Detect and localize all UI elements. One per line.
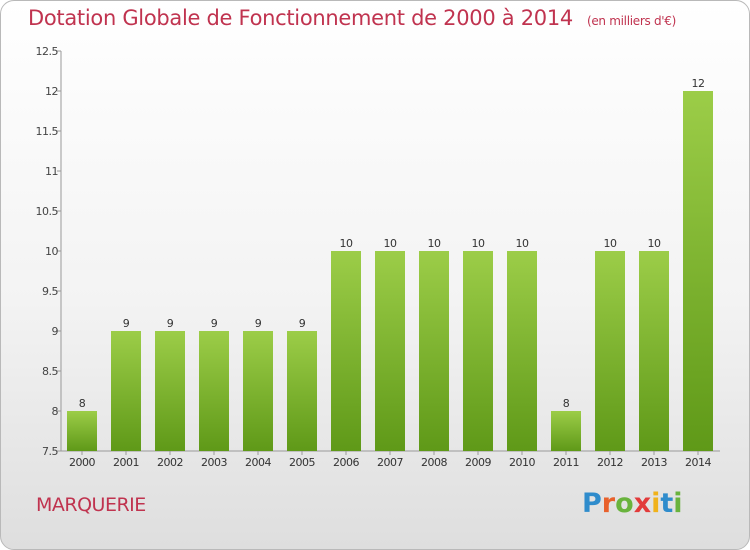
bar-value-label: 10	[516, 237, 529, 250]
chart-labels: 8 2000 9 2001 9 2002 9 2003 9 2004 9 2005 10 2006 10 20…	[69, 77, 712, 469]
bar-value-label: 12	[692, 77, 705, 90]
y-tick-label: 12.5	[36, 45, 59, 58]
x-tick-label: 2011	[553, 456, 579, 469]
y-tick-label: 11.5	[36, 125, 59, 138]
bar-value-label: 9	[123, 317, 130, 330]
logo-letter: i	[651, 488, 661, 519]
y-tick-label: 8.5	[42, 365, 58, 378]
place-name: MARQUERIE	[36, 494, 146, 516]
bar	[683, 91, 713, 451]
x-tick-label: 2002	[157, 456, 183, 469]
bar	[155, 331, 185, 451]
x-tick-label: 2004	[245, 456, 271, 469]
bar-value-label: 10	[604, 237, 617, 250]
y-tick-label: 9	[52, 325, 59, 338]
chart-unit: (en milliers d'€)	[586, 14, 676, 28]
bar-value-label: 8	[79, 397, 86, 410]
bar-value-label: 10	[384, 237, 397, 250]
bar	[111, 331, 141, 451]
y-tick-label: 10	[45, 245, 58, 258]
bar-value-label: 10	[472, 237, 485, 250]
x-tick-label: 2001	[113, 456, 139, 469]
x-tick-label: 2014	[685, 456, 711, 469]
bar	[243, 331, 273, 451]
y-tick-label: 12	[45, 85, 58, 98]
bar	[67, 411, 97, 451]
bar	[551, 411, 581, 451]
bar	[507, 251, 537, 451]
bar-value-label: 10	[648, 237, 661, 250]
bar-value-label: 9	[167, 317, 174, 330]
y-tick-label: 7.5	[42, 445, 58, 458]
x-tick-label: 2003	[201, 456, 227, 469]
proxiti-logo: Proxiti	[582, 488, 683, 519]
y-tick-label: 10.5	[36, 205, 59, 218]
bar-value-label: 10	[340, 237, 353, 250]
y-tick-label: 11	[45, 165, 58, 178]
bar	[375, 251, 405, 451]
x-tick-label: 2007	[377, 456, 403, 469]
logo-letter: i	[673, 488, 683, 519]
x-tick-label: 2005	[289, 456, 315, 469]
bar-value-label: 9	[211, 317, 218, 330]
bar-value-label: 10	[428, 237, 441, 250]
logo-letter: t	[660, 488, 674, 519]
x-tick-label: 2008	[421, 456, 447, 469]
bar	[639, 251, 669, 451]
bar	[463, 251, 493, 451]
x-tick-label: 2010	[509, 456, 535, 469]
logo-letter: o	[615, 488, 634, 519]
x-tick-label: 2013	[641, 456, 667, 469]
chart-title-text: Dotation Globale de Fonctionnement de 20…	[28, 6, 573, 30]
y-tick-label: 9.5	[42, 285, 58, 298]
logo-letter: P	[582, 488, 602, 519]
bar	[331, 251, 361, 451]
x-tick-label: 2006	[333, 456, 359, 469]
x-tick-label: 2009	[465, 456, 491, 469]
bar	[595, 251, 625, 451]
bar-value-label: 8	[563, 397, 570, 410]
x-tick-label: 2012	[597, 456, 623, 469]
bar-value-label: 9	[299, 317, 306, 330]
logo-letter: x	[633, 488, 652, 519]
bar	[419, 251, 449, 451]
logo-letter: r	[601, 488, 616, 519]
bar	[287, 331, 317, 451]
bar	[199, 331, 229, 451]
chart-bars	[67, 91, 713, 451]
x-tick-label: 2000	[69, 456, 95, 469]
y-tick-label: 8	[52, 405, 59, 418]
bar-value-label: 9	[255, 317, 262, 330]
chart-title: Dotation Globale de Fonctionnement de 20…	[28, 6, 676, 30]
